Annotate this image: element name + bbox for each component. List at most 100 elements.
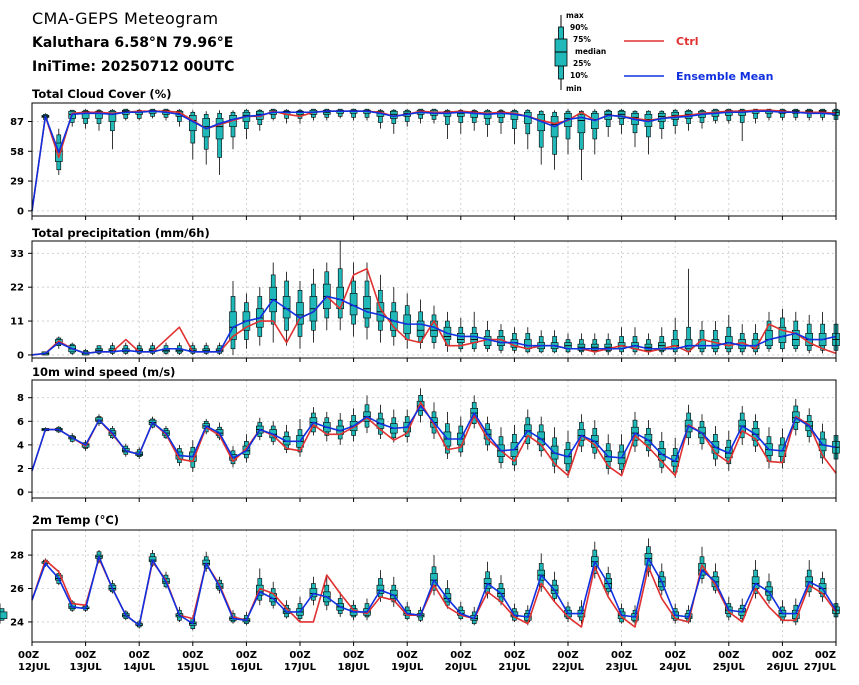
x-hour-label: 00Z [611, 650, 632, 661]
x-hour-label: 00Z [557, 650, 578, 661]
x-hour-label: 00Z [815, 650, 836, 661]
x-day-label: 23JUL [606, 662, 639, 673]
panel-precipitation: Total precipitation (mm/6h) 0 11 22 33 [10, 226, 840, 362]
mean-line-cloud-cover [31, 110, 837, 211]
box-inner [470, 333, 479, 343]
box-inner [577, 114, 586, 134]
box-inner [791, 329, 800, 346]
panel-title-temperature: 2m Temp (°C) [32, 513, 119, 527]
mean-line-wind-speed [31, 405, 837, 472]
box-inner [95, 110, 103, 119]
x-hour-label: 00Z [665, 650, 686, 661]
boxes-cloud-cover [41, 108, 840, 181]
x-day-label: 17JUL [284, 662, 317, 673]
box-inner [456, 333, 465, 343]
box-inner [416, 320, 425, 337]
box-inner [751, 576, 760, 589]
legend-label-p10: 10% [570, 71, 588, 80]
x-hour-label: 00Z [772, 650, 793, 661]
x-day-label: 18JUL [338, 662, 371, 673]
ctrl-line-temperature [31, 557, 837, 628]
panel-title-precipitation: Total precipitation (mm/6h) [32, 226, 210, 240]
x-day-label: 22JUL [552, 662, 585, 673]
mean-line-precipitation [31, 295, 837, 356]
x-day-label: 27JUL [804, 662, 837, 673]
panel-cloud-cover: Total Cloud Cover (%) 0 29 58 87 [10, 87, 840, 220]
y-tick-label: 6 [17, 417, 24, 428]
legend-ctrl-label: Ctrl [676, 35, 699, 48]
init-time-label: IniTime: 20250712 00UTC [32, 59, 234, 75]
panel-wind-speed: 10m wind speed (m/s) 0 2 4 6 8 [17, 365, 840, 502]
x-hour-label: 00Z [718, 650, 739, 661]
box-inner [108, 110, 117, 122]
frame-temperature [31, 529, 837, 643]
y-tick-label: 0 [17, 206, 24, 217]
x-day-label: 25JUL [713, 662, 746, 673]
y-tick-label: 24 [10, 617, 24, 628]
box-inner [657, 342, 666, 351]
legend-label-min: min [566, 84, 582, 93]
legend-box-symbol [554, 15, 568, 90]
box-outer [739, 108, 745, 123]
legend-label-p25: 25% [573, 59, 591, 68]
box-outer [753, 108, 758, 119]
x-axis-labels: 00Z12JUL00Z13JUL00Z14JUL00Z15JUL00Z16JUL… [18, 650, 837, 673]
panels: Total Cloud Cover (%) 0 29 58 87 Total precip… [0, 87, 840, 646]
location-label: Kaluthara 6.58°N 79.96°E [32, 35, 233, 51]
box-inner [363, 296, 371, 319]
x-day-label: 26JUL [766, 662, 799, 673]
y-tick-label: 58 [10, 147, 24, 158]
x-day-label: 15JUL [177, 662, 210, 673]
y-tick-label: 28 [10, 551, 24, 562]
y-tick-label: 22 [10, 283, 24, 294]
panel-title-cloud-cover: Total Cloud Cover (%) [32, 87, 171, 101]
box-inner [483, 336, 492, 346]
y-tick-label: 4 [17, 440, 24, 451]
x-day-label: 12JUL [18, 662, 51, 673]
legend-label-p75: 75% [573, 35, 591, 44]
panel-title-wind-speed: 10m wind speed (m/s) [32, 365, 175, 379]
x-day-label: 16JUL [230, 662, 263, 673]
legend-label-max: max [566, 11, 584, 20]
box-inner [765, 329, 773, 346]
x-hour-label: 00Z [450, 650, 471, 661]
box-inner [81, 110, 90, 119]
box-inner [684, 339, 693, 350]
frame-precipitation [31, 240, 837, 359]
x-day-label: 14JUL [123, 662, 156, 673]
frame-cloud-cover [31, 102, 837, 217]
y-tick-label: 0 [17, 488, 24, 499]
chart-title: CMA-GEPS Meteogram [32, 9, 218, 28]
boxes-temperature [0, 538, 840, 631]
x-hour-label: 00Z [289, 650, 310, 661]
box-inner [309, 588, 318, 598]
legend-mean-label: Ensemble Mean [676, 70, 773, 83]
panel-temperature: 2m Temp (°C) 24 26 28 [0, 513, 840, 646]
legend-label-p90: 90% [570, 23, 588, 32]
x-day-label: 24JUL [659, 662, 692, 673]
box-inner [296, 302, 304, 325]
y-tick-label: 26 [10, 584, 24, 595]
y-tick-label: 8 [17, 393, 24, 404]
boxes-precipitation [41, 241, 840, 356]
x-hour-label: 00Z [18, 650, 39, 661]
x-day-label: 21JUL [498, 662, 531, 673]
legend-label-median: median [575, 47, 606, 56]
box-inner [711, 339, 720, 350]
y-tick-label: 29 [10, 177, 24, 188]
y-tick-label: 33 [10, 249, 24, 260]
x-hour-label: 00Z [129, 650, 150, 661]
x-hour-label: 00Z [182, 650, 203, 661]
frame-wind-speed [31, 379, 837, 499]
box-inner [215, 118, 224, 140]
boxes-wind-speed [41, 388, 840, 478]
box-inner [376, 584, 385, 594]
y-tick-label: 87 [10, 117, 24, 128]
box-inner [617, 110, 626, 119]
y-tick-label: 0 [17, 350, 24, 361]
x-day-label: 20JUL [445, 662, 478, 673]
x-day-label: 19JUL [391, 662, 424, 673]
x-day-label: 13JUL [70, 662, 103, 673]
